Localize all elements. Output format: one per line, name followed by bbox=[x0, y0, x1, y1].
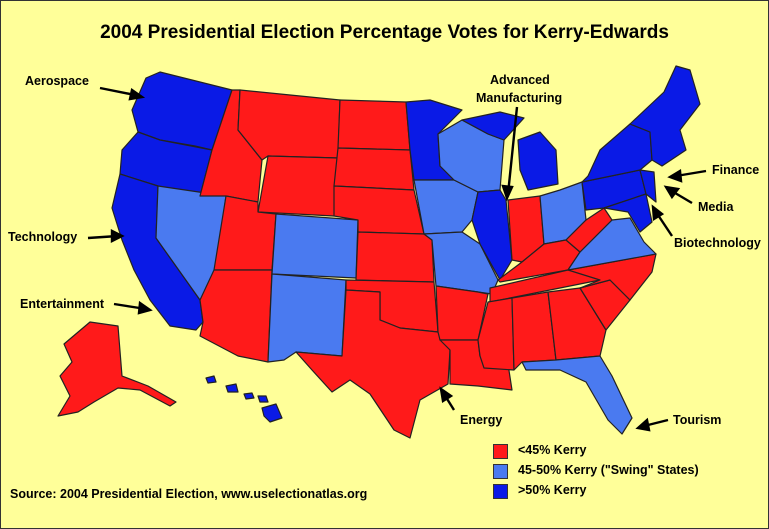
state-north-dakota bbox=[337, 99, 411, 151]
callout-finance: Finance bbox=[712, 163, 760, 177]
legend-swatch-high bbox=[493, 484, 508, 499]
state-alaska bbox=[57, 321, 177, 417]
state-kansas bbox=[355, 231, 435, 283]
state-new-england bbox=[629, 65, 701, 167]
state-georgia bbox=[547, 287, 607, 361]
arrow-technology-head bbox=[110, 229, 125, 243]
arrow-entertainment-head bbox=[137, 300, 153, 315]
source-note: Source: 2004 Presidential Election, www.… bbox=[10, 487, 368, 501]
arrow-finance-head bbox=[667, 168, 683, 183]
state-west-virginia bbox=[565, 207, 613, 253]
state-hawaii-3 bbox=[243, 392, 255, 400]
callout-tourism: Tourism bbox=[673, 413, 722, 427]
state-new-mexico bbox=[267, 273, 347, 363]
state-south-dakota bbox=[333, 147, 415, 191]
state-north-carolina bbox=[567, 253, 657, 301]
callout-advanced-manufacturing-line2: Manufacturing bbox=[476, 91, 563, 105]
legend-swatch-low bbox=[493, 444, 508, 459]
state-hawaii-1 bbox=[205, 375, 217, 384]
state-hawaii-2 bbox=[225, 383, 239, 393]
callout-technology: Technology bbox=[8, 230, 78, 244]
state-new-jersey bbox=[639, 169, 657, 203]
legend-label-low: <45% Kerry bbox=[518, 443, 587, 457]
callout-advanced-manufacturing-line1: Advanced bbox=[490, 73, 550, 87]
state-illinois bbox=[471, 189, 513, 281]
arrow-biotechnology-head bbox=[651, 204, 665, 222]
callout-entertainment: Entertainment bbox=[20, 297, 105, 311]
callout-energy: Energy bbox=[460, 413, 503, 427]
state-michigan bbox=[517, 131, 559, 191]
callout-biotechnology: Biotechnology bbox=[674, 236, 761, 250]
arrow-tourism-head bbox=[635, 417, 651, 432]
arrow-media-head bbox=[663, 185, 681, 200]
state-montana bbox=[237, 89, 341, 161]
state-hawaii-5 bbox=[261, 403, 283, 423]
arrow-advanced-manufacturing bbox=[506, 106, 519, 195]
arrow-advanced-manufacturing-head bbox=[501, 184, 514, 202]
legend-label-swing: 45-50% Kerry ("Swing" States) bbox=[518, 463, 699, 477]
state-wyoming bbox=[257, 155, 339, 217]
arrow-aerospace-head bbox=[128, 87, 146, 101]
state-hawaii-4 bbox=[257, 395, 269, 403]
state-maryland-delaware bbox=[603, 193, 653, 233]
callout-media: Media bbox=[698, 200, 734, 214]
state-colorado bbox=[271, 213, 359, 279]
state-iowa bbox=[413, 179, 479, 235]
state-texas bbox=[295, 289, 451, 439]
callout-aerospace: Aerospace bbox=[25, 74, 89, 88]
state-washington bbox=[131, 71, 233, 151]
state-florida bbox=[521, 355, 633, 435]
legend-label-high: >50% Kerry bbox=[518, 483, 587, 497]
arrow-energy-head bbox=[439, 386, 454, 403]
state-arizona bbox=[199, 269, 273, 363]
map-title: 2004 Presidential Election Percentage Vo… bbox=[100, 22, 669, 43]
legend-swatch-swing bbox=[493, 464, 508, 479]
